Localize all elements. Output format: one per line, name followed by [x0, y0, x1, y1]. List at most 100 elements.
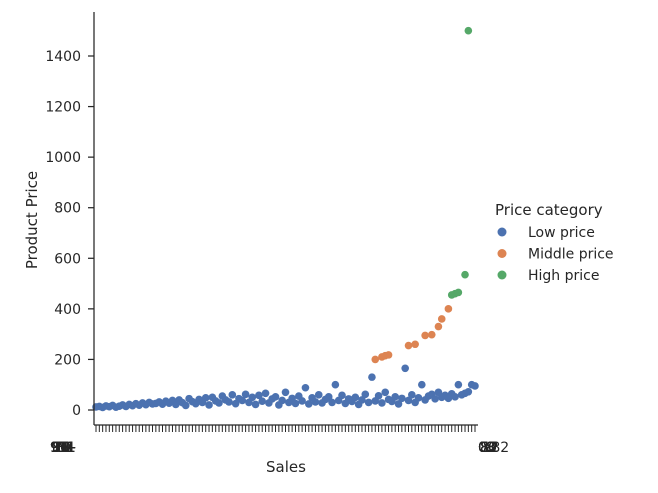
x-tick-label-band: 81: [52, 440, 70, 456]
point-low-price: [278, 396, 286, 405]
point-low-price: [364, 398, 373, 407]
y-tick-label: 800: [54, 201, 81, 217]
x-tick-label-last: 0.82: [478, 440, 509, 456]
point-low-price: [301, 383, 310, 392]
x-tick-label-band: 82: [480, 440, 498, 456]
x-tick-label-band: !2: [484, 440, 499, 456]
point-low-price: [181, 401, 190, 410]
x-tick-label-band: 11: [58, 440, 76, 456]
x-tick-label-band: 6:: [60, 440, 74, 456]
point-low-price: [261, 389, 270, 398]
point-middle-price: [421, 331, 429, 340]
point-high-price: [461, 270, 469, 279]
legend-label: Middle price: [528, 247, 614, 263]
point-low-price: [378, 399, 386, 407]
point-middle-price: [437, 315, 446, 323]
x-tick-label-band: 1:: [482, 440, 496, 456]
point-low-price: [281, 388, 290, 397]
x-tick-label-band: 0: [488, 440, 497, 456]
x-tick-label-band: 11: [58, 440, 76, 456]
point-low-price: [358, 396, 366, 404]
x-tick-label-band: 8+: [56, 440, 77, 456]
point-low-price: [314, 391, 323, 399]
legend-marker: [497, 270, 507, 280]
x-tick-label-band: 0.: [478, 440, 491, 456]
x-tick-label-band: 71: [54, 440, 72, 456]
x-tick-label-band: 1:: [482, 440, 496, 456]
point-low-price: [298, 397, 306, 405]
x-tick-label-band: 11: [58, 440, 76, 456]
x-tick-label-band: 81: [52, 440, 70, 456]
x-tick-label-band: 0: [62, 440, 71, 456]
point-low-price: [374, 392, 383, 400]
x-tick-label-band: 1:: [482, 440, 496, 456]
x-tick-label-band: 0: [62, 440, 71, 456]
point-low-price: [324, 393, 333, 401]
x-tick-label-band: 11: [58, 440, 76, 456]
point-low-price: [431, 395, 439, 403]
x-tick-label-band: 0: [488, 440, 497, 456]
x-tick-label-band: 0.: [478, 440, 491, 456]
legend-title: Price category: [495, 201, 603, 219]
point-middle-price: [427, 330, 436, 339]
y-tick-label: 0: [72, 403, 81, 419]
x-tick-label-band: 8: [486, 440, 495, 456]
legend-marker: [497, 249, 507, 258]
x-tick-label-band: 6:: [60, 440, 74, 456]
point-low-price: [304, 400, 313, 408]
x-tick-label-band: 71: [54, 440, 72, 456]
point-low-price: [248, 393, 257, 402]
point-low-price: [238, 396, 247, 405]
point-middle-price: [371, 355, 380, 364]
point-low-price: [391, 393, 400, 401]
point-low-price: [404, 396, 413, 405]
point-low-price: [271, 393, 280, 401]
x-tick-label-band: 8: [486, 440, 495, 456]
x-tick-label-band: 8: [486, 440, 495, 456]
x-tick-label-band: 82: [480, 440, 498, 456]
y-tick-label: 1400: [45, 49, 81, 65]
point-low-price: [414, 394, 423, 402]
point-low-price: [291, 399, 300, 408]
x-tick-label-band: !2: [484, 440, 499, 456]
x-tick-label-band: 1:: [482, 440, 496, 456]
y-tick-label: 600: [54, 251, 81, 267]
y-axis: 0 200 400 600 800 1000 1200 1400: [45, 12, 95, 425]
point-low-price: [381, 388, 390, 397]
point-low-price: [251, 400, 260, 409]
point-low-price: [464, 387, 473, 396]
x-tick-label-band: 91: [50, 440, 68, 456]
point-low-price: [454, 380, 463, 389]
point-middle-price: [384, 351, 393, 359]
point-low-price: [368, 373, 376, 381]
point-middle-price: [404, 341, 413, 350]
point-low-price: [401, 364, 409, 373]
legend-label: High price: [528, 268, 599, 284]
point-low-price: [361, 390, 370, 399]
x-tick-label-band: 0.: [478, 440, 491, 456]
x-tick-label-band: 8+: [56, 440, 77, 456]
point-low-price: [201, 394, 210, 402]
x-tick-label-band: 91: [50, 440, 68, 456]
point-high-price: [454, 288, 463, 297]
x-tick-label-band: 71: [54, 440, 72, 456]
y-tick-label: 400: [54, 302, 81, 318]
x-axis-title: Sales: [266, 458, 306, 476]
x-tick-label-band: 0: [62, 440, 71, 456]
x-tick-label-band: 71: [54, 440, 72, 456]
plot-area: [92, 26, 479, 412]
point-high-price: [464, 26, 473, 35]
x-tick-label-band: 0.: [478, 440, 491, 456]
x-tick-label-band: 0: [62, 440, 71, 456]
x-tick-label-band: !2: [484, 440, 499, 456]
x-tick-label-band: 91: [50, 440, 68, 456]
legend-label: Low price: [528, 225, 595, 241]
x-tick-label-first: 91: [51, 440, 69, 456]
x-tick-label-band: 6:: [60, 440, 74, 456]
point-low-price: [331, 380, 340, 389]
point-middle-price: [444, 305, 453, 313]
legend: Price category Low price Middle price High…: [495, 201, 614, 284]
x-tick-label-band: !2: [484, 440, 499, 456]
x-tick-label-band: 0: [488, 440, 497, 456]
